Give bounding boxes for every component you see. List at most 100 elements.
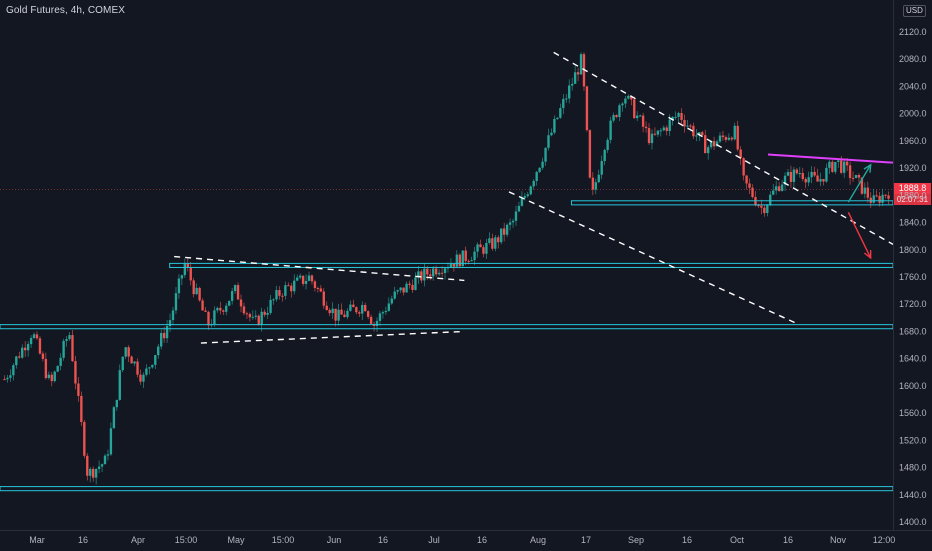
candle-body — [15, 356, 18, 366]
candle-body — [53, 371, 56, 382]
candle-body — [769, 194, 772, 206]
candle-body — [293, 280, 296, 292]
candle-body — [840, 160, 843, 173]
candle-body — [9, 375, 12, 378]
candle-body — [115, 399, 119, 408]
candle-body — [296, 277, 299, 281]
candle-body — [195, 287, 198, 295]
candle-body — [570, 83, 574, 86]
candle-body — [854, 174, 858, 179]
candle-body — [831, 161, 834, 172]
currency-badge[interactable]: USD — [903, 5, 926, 17]
candle-body — [242, 306, 246, 314]
candle-body — [550, 132, 553, 136]
candle-body — [136, 361, 139, 375]
candle-body — [399, 287, 402, 291]
bar-countdown-tag: 02:07:31 — [894, 194, 931, 205]
candle-body — [653, 133, 657, 135]
candle-body — [798, 173, 801, 175]
candle-body — [473, 251, 476, 261]
candle-body — [414, 277, 417, 290]
candle-body — [851, 177, 855, 179]
candle-body — [319, 288, 323, 292]
candle-body — [417, 271, 420, 278]
candle-body — [378, 313, 382, 321]
time-axis[interactable] — [0, 530, 932, 551]
candle-body — [491, 238, 494, 249]
candle-body — [236, 285, 240, 300]
candle-body — [35, 334, 39, 339]
candle-body — [494, 237, 497, 249]
candle-body — [594, 182, 597, 190]
candle-body — [325, 305, 328, 311]
candle-body — [301, 275, 305, 284]
candle-body — [331, 308, 334, 314]
candle-body — [313, 281, 317, 289]
candle-body — [665, 127, 668, 132]
candle-body — [553, 118, 556, 133]
candle-body — [145, 368, 148, 375]
candle-body — [786, 171, 790, 176]
trend-line — [508, 191, 796, 324]
candle-body — [650, 133, 654, 144]
candle-body — [165, 326, 169, 339]
candle-body — [529, 186, 532, 195]
candle-body — [21, 347, 24, 358]
candle-body — [50, 374, 53, 382]
candle-body — [760, 205, 763, 208]
candle-body — [772, 190, 775, 195]
candle-body — [748, 183, 751, 188]
candle-body — [875, 195, 878, 197]
candle-body — [112, 407, 116, 429]
candle-body — [712, 141, 716, 147]
candle-body — [706, 147, 710, 154]
candle-body — [381, 312, 385, 314]
candle-body — [842, 161, 846, 173]
candle-body — [334, 308, 337, 321]
candle-body — [266, 312, 269, 315]
candle-body — [813, 171, 816, 176]
candle-body — [517, 205, 521, 212]
up-arrowhead — [863, 163, 872, 173]
candle-body — [488, 238, 491, 243]
candle-body — [745, 175, 748, 184]
candle-body — [189, 267, 192, 281]
candle-body — [656, 130, 660, 135]
candle-body — [695, 135, 698, 137]
candle-body — [174, 293, 178, 311]
candle-body — [387, 303, 391, 311]
down-arrowhead — [863, 249, 872, 260]
candle-body — [290, 285, 293, 292]
candle-body — [704, 135, 707, 154]
candle-body — [698, 132, 701, 136]
candle-body — [355, 307, 358, 313]
candle-body — [396, 290, 399, 292]
candle-body — [77, 383, 80, 396]
candle-body — [544, 147, 547, 162]
candle-body — [633, 99, 636, 119]
candle-body — [62, 340, 65, 358]
candle-body — [423, 268, 426, 281]
candle-body — [701, 132, 704, 136]
candle-body — [162, 332, 166, 339]
candle-body — [434, 268, 438, 275]
candle-body — [213, 310, 216, 325]
symbol-title: Gold Futures, 4h, COMEX — [6, 5, 126, 16]
candle-body — [38, 338, 42, 354]
candle-body — [860, 177, 864, 194]
candle-body — [74, 361, 77, 384]
candle-body — [390, 298, 393, 304]
candle-body — [641, 115, 645, 127]
candle-body — [479, 244, 482, 248]
candle-body — [606, 139, 609, 150]
candle-body — [810, 171, 813, 178]
candle-body — [151, 364, 154, 368]
candle-body — [154, 355, 157, 365]
candle-body — [248, 314, 252, 318]
candle-body — [565, 98, 568, 100]
candle-body — [180, 275, 184, 279]
candle-body — [257, 315, 260, 325]
price-axis[interactable] — [893, 0, 932, 530]
